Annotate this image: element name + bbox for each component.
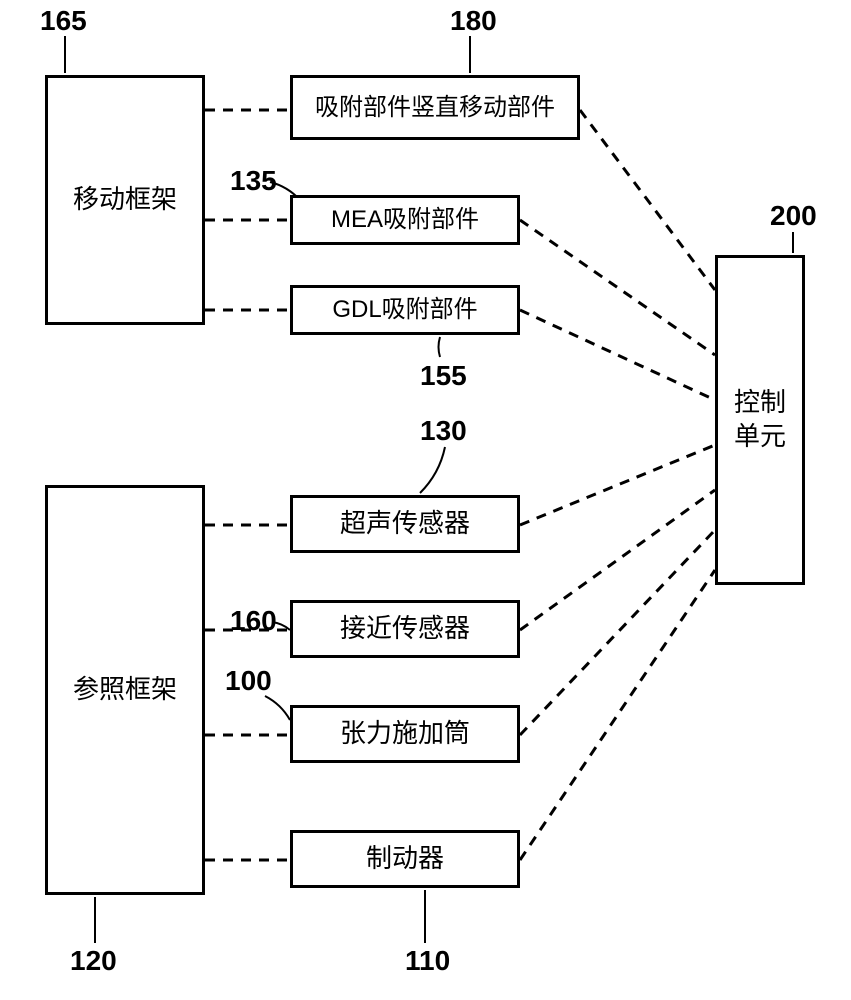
node-ref_frame: 参照框架 [45, 485, 205, 895]
ref-120: 120 [70, 945, 117, 977]
ref-100: 100 [225, 665, 272, 697]
node-proximity: 接近传感器 [290, 600, 520, 658]
ref-180: 180 [450, 5, 497, 37]
ref-130: 130 [420, 415, 467, 447]
node-tension: 张力施加筒 [290, 705, 520, 763]
ref-165: 165 [40, 5, 87, 37]
ref-110: 110 [405, 945, 450, 977]
ref-135: 135 [230, 165, 277, 197]
node-vert_move: 吸附部件竖直移动部件 [290, 75, 580, 140]
node-brake: 制动器 [290, 830, 520, 888]
node-moving_frame: 移动框架 [45, 75, 205, 325]
node-ultrasonic: 超声传感器 [290, 495, 520, 553]
ref-155: 155 [420, 360, 467, 392]
ref-160: 160 [230, 605, 277, 637]
node-mea_adsorb: MEA吸附部件 [290, 195, 520, 245]
diagram-canvas: 移动框架 吸附部件竖直移动部件 MEA吸附部件 GDL吸附部件参照框架 超声传感器接近传… [0, 0, 851, 1000]
ref-200: 200 [770, 200, 817, 232]
node-gdl_adsorb: GDL吸附部件 [290, 285, 520, 335]
node-control: 控制 单元 [715, 255, 805, 585]
